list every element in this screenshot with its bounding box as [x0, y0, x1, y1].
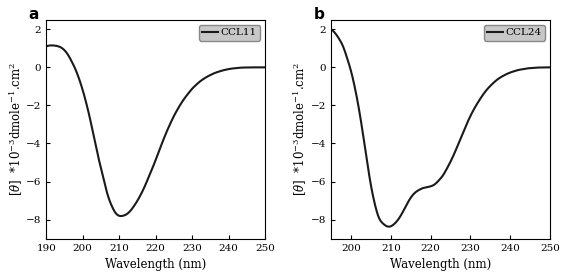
- Text: b: b: [314, 7, 324, 22]
- X-axis label: Wavelength (nm): Wavelength (nm): [390, 258, 491, 271]
- X-axis label: Wavelength (nm): Wavelength (nm): [105, 258, 206, 271]
- Text: a: a: [29, 7, 39, 22]
- Legend: CCL24: CCL24: [484, 25, 545, 41]
- Legend: CCL11: CCL11: [199, 25, 260, 41]
- Y-axis label: $[\theta]$  $*10^{-3}$dmole$^{-1}$.cm$^{2}$: $[\theta]$ $*10^{-3}$dmole$^{-1}$.cm$^{2…: [7, 62, 24, 196]
- Y-axis label: $[\theta]$  $*10^{-3}$dmole$^{-1}$.cm$^{2}$: $[\theta]$ $*10^{-3}$dmole$^{-1}$.cm$^{2…: [292, 62, 310, 196]
